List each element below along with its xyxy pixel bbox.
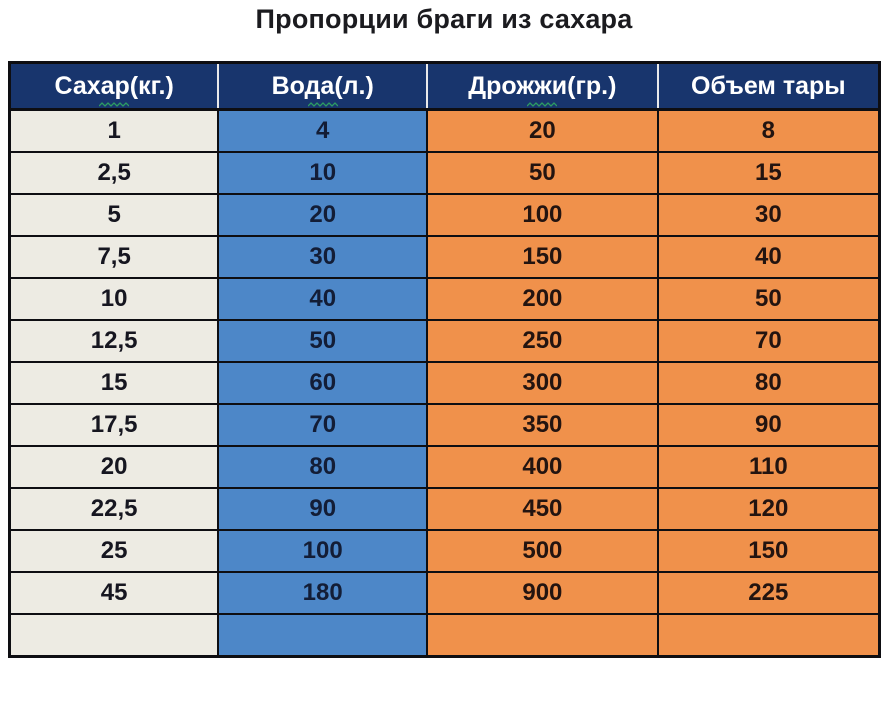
table-cell: 100: [217, 529, 429, 573]
header-cell-volume: Объем тары: [656, 62, 880, 111]
table-cell: 15: [656, 151, 881, 195]
table-cell: 350: [426, 403, 659, 447]
table-row: 2,5 10 50 15: [8, 151, 881, 195]
table-row: 10 40 200 50: [8, 277, 881, 321]
table-cell: 70: [217, 403, 429, 447]
table-cell: [426, 613, 659, 658]
table-cell: 10: [8, 277, 220, 321]
table-cell: 8: [656, 108, 881, 153]
table-cell: 500: [426, 529, 659, 573]
table-cell: [8, 613, 220, 658]
table-cell: 150: [656, 529, 881, 573]
table-cell: 300: [426, 361, 659, 405]
table-cell: 22,5: [8, 487, 220, 531]
table-cell: 20: [8, 445, 220, 489]
table-cell: 17,5: [8, 403, 220, 447]
table-cell: 70: [656, 319, 881, 363]
table-cell: 150: [426, 235, 659, 279]
table-row: 22,5 90 450 120: [8, 487, 881, 531]
table-cell: [217, 613, 429, 658]
page-title: Пропорции браги из сахара: [255, 4, 633, 34]
table-cell: 50: [426, 151, 659, 195]
table-row: 12,5 50 250 70: [8, 319, 881, 363]
spellcheck-squiggle-icon: [98, 99, 130, 107]
table-row: 45 180 900 225: [8, 571, 881, 615]
table-cell: 60: [217, 361, 429, 405]
table-cell: 40: [217, 277, 429, 321]
table-cell: 450: [426, 487, 659, 531]
table-row: 25 100 500 150: [8, 529, 881, 573]
table-row: 1 4 20 8: [8, 108, 881, 153]
header-label: Объем тары: [691, 71, 846, 100]
table-cell: [656, 613, 881, 658]
table-cell: 30: [656, 193, 881, 237]
table-row: 20 80 400 110: [8, 445, 881, 489]
table-cell: 25: [8, 529, 220, 573]
table-cell: 200: [426, 277, 659, 321]
table-cell: 100: [426, 193, 659, 237]
table-cell: 400: [426, 445, 659, 489]
spellcheck-squiggle-icon: [307, 99, 339, 107]
table-cell: 40: [656, 235, 881, 279]
table-cell: 50: [656, 277, 881, 321]
table-cell: 4: [217, 108, 429, 153]
table-cell: 30: [217, 235, 429, 279]
table-cell: 1: [8, 108, 220, 153]
table-cell: 10: [217, 151, 429, 195]
header-cell-sugar: Сахар(кг.): [9, 62, 219, 111]
table-cell: 2,5: [8, 151, 220, 195]
header-cell-yeast: Дрожжи(гр.): [426, 62, 658, 111]
table-cell: 250: [426, 319, 659, 363]
table-row: 5 20 100 30: [8, 193, 881, 237]
table-cell: 20: [217, 193, 429, 237]
table-cell: 5: [8, 193, 220, 237]
table-row-empty: [8, 613, 881, 658]
table-cell: 110: [656, 445, 881, 489]
header-row: Сахар(кг.) Вода(л.) Дрожжи(гр.): [9, 62, 880, 111]
proportions-table: Сахар(кг.) Вода(л.) Дрожжи(гр.): [8, 61, 881, 658]
header-label: Дрожжи(гр.): [468, 71, 617, 100]
table-cell: 80: [217, 445, 429, 489]
table-cell: 225: [656, 571, 881, 615]
spellcheck-squiggle-icon: [526, 99, 558, 107]
header-label: Сахар(кг.): [54, 71, 174, 100]
header-label: Вода(л.): [271, 71, 374, 100]
header-cell-water: Вода(л.): [217, 62, 428, 111]
table-row: 7,5 30 150 40: [8, 235, 881, 279]
table-cell: 15: [8, 361, 220, 405]
table-cell: 180: [217, 571, 429, 615]
table-cell: 7,5: [8, 235, 220, 279]
table-cell: 900: [426, 571, 659, 615]
table-cell: 12,5: [8, 319, 220, 363]
table-cell: 80: [656, 361, 881, 405]
table-cell: 20: [426, 108, 659, 153]
table-cell: 45: [8, 571, 220, 615]
table-row: 17,5 70 350 90: [8, 403, 881, 447]
table-cell: 90: [656, 403, 881, 447]
table-cell: 50: [217, 319, 429, 363]
table-cell: 90: [217, 487, 429, 531]
table-cell: 120: [656, 487, 881, 531]
table-row: 15 60 300 80: [8, 361, 881, 405]
